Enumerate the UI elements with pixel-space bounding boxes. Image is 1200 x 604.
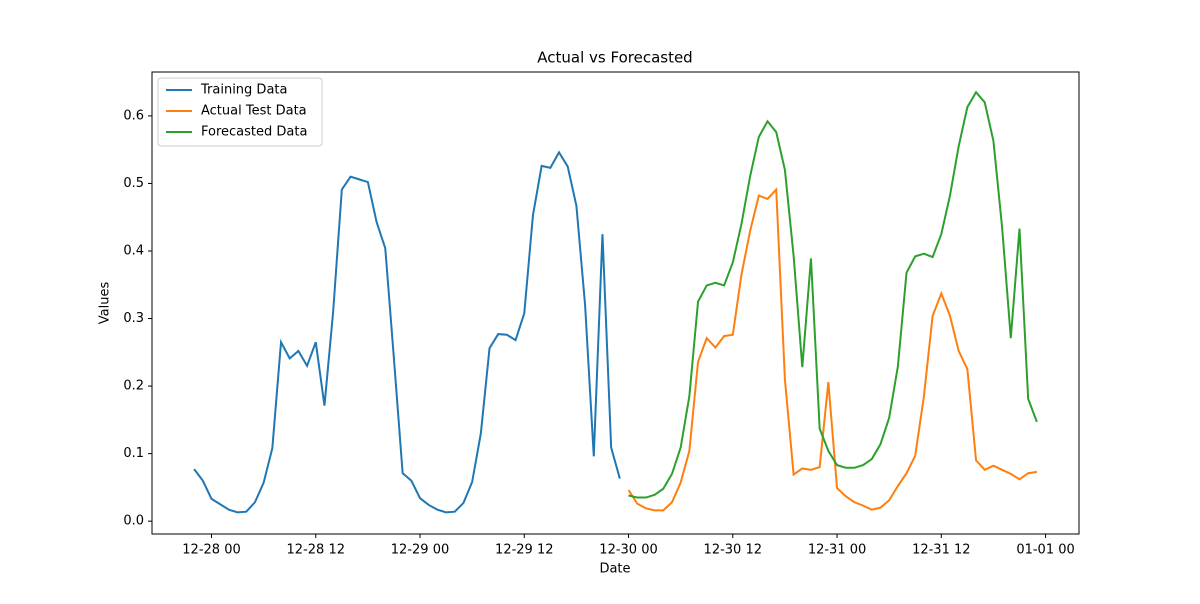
x-tick-label: 12-28 12 bbox=[287, 543, 345, 558]
series-line bbox=[193, 150, 621, 514]
y-tick-label: 0.6 bbox=[123, 108, 144, 123]
y-tick-label: 0.3 bbox=[123, 311, 144, 326]
y-tick-label: 0.5 bbox=[123, 176, 144, 191]
x-tick-label: 12-30 12 bbox=[704, 543, 762, 558]
legend-label: Actual Test Data bbox=[201, 104, 307, 119]
series-line bbox=[627, 187, 1038, 512]
series-line bbox=[628, 90, 1038, 499]
y-tick-label: 0.2 bbox=[123, 379, 144, 394]
x-tick-label: 12-31 00 bbox=[808, 543, 866, 558]
y-tick-label: 0.1 bbox=[123, 446, 144, 461]
legend-label: Forecasted Data bbox=[201, 125, 307, 140]
x-tick-label: 01-01 00 bbox=[1016, 543, 1074, 558]
y-axis-label: Values bbox=[98, 282, 113, 325]
x-tick-label: 12-31 12 bbox=[912, 543, 970, 558]
y-tick-label: 0.4 bbox=[123, 243, 144, 258]
x-tick-label: 12-28 00 bbox=[182, 543, 240, 558]
x-axis-label: Date bbox=[599, 562, 630, 577]
legend-box bbox=[157, 77, 323, 147]
x-tick-label: 12-29 00 bbox=[391, 543, 449, 558]
y-tick-label: 0.0 bbox=[123, 514, 144, 529]
chart-title: Actual vs Forecasted bbox=[537, 49, 692, 67]
x-tick-label: 12-29 12 bbox=[495, 543, 553, 558]
plot-frame bbox=[151, 71, 1080, 535]
legend-label: Training Data bbox=[200, 83, 287, 98]
x-tick-label: 12-30 00 bbox=[599, 543, 657, 558]
